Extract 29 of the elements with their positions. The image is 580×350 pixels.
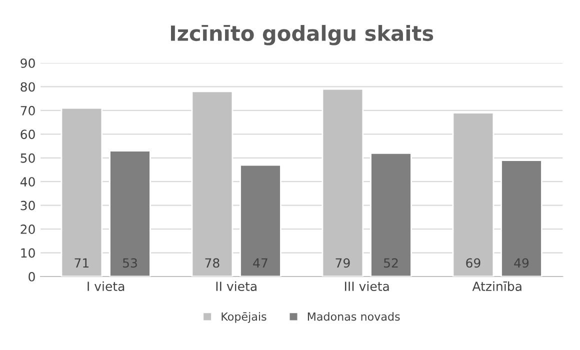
legend-label: Kopējais <box>222 312 266 323</box>
y-tick-label: 70 <box>20 106 35 116</box>
x-tick-label: Atzinība <box>472 281 522 292</box>
bar <box>370 152 412 276</box>
y-tick-label: 0 <box>28 272 35 282</box>
y-tick-label: 10 <box>21 248 35 258</box>
y-tick-label: 80 <box>20 82 35 92</box>
data-label: 71 <box>74 258 89 268</box>
data-label: 69 <box>466 258 480 268</box>
x-tick-label: I vieta <box>88 281 124 292</box>
x-tick-label: III vieta <box>344 281 389 292</box>
y-tick-label: 60 <box>20 130 35 140</box>
legend-label: Madonas novads <box>308 312 400 321</box>
bar <box>240 164 282 276</box>
bar <box>500 160 542 276</box>
y-tick-label: 30 <box>20 200 35 210</box>
y-tick-label: 20 <box>20 224 35 234</box>
data-label: 49 <box>514 258 529 268</box>
y-tick-label: 40 <box>20 177 35 187</box>
data-label: 47 <box>253 258 268 268</box>
x-tick-label: II vieta <box>216 281 256 292</box>
data-label: 78 <box>205 258 220 268</box>
y-tick-label: 90 <box>20 58 35 68</box>
data-label: 53 <box>123 258 137 268</box>
data-label: 79 <box>336 258 350 268</box>
y-tick-label: 50 <box>20 153 35 163</box>
bar <box>109 150 151 276</box>
chart-title: Izcīnīto godalgu skaits <box>171 24 434 46</box>
data-label: 52 <box>384 258 398 268</box>
